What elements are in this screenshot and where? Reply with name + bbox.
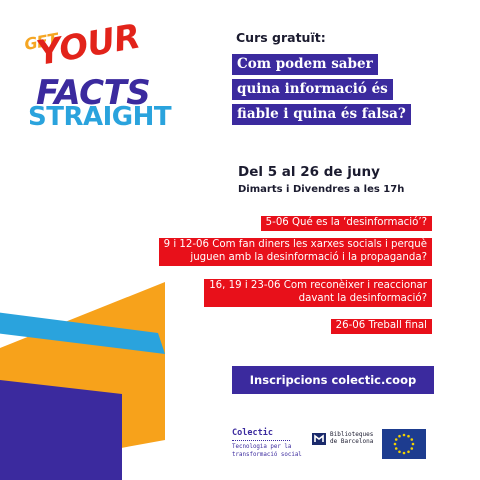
biblioteques-line-1: Biblioteques — [330, 431, 374, 438]
eu-star — [393, 442, 397, 446]
eu-star — [410, 447, 414, 450]
course-dates: Del 5 al 26 de juny — [238, 164, 380, 180]
session-1: 5-06 Qué es la ‘desinformació’? — [260, 216, 432, 231]
decorative-bars — [0, 282, 165, 480]
eu-flag-icon — [382, 429, 426, 459]
session-3-line-2: davant la desinformació? — [298, 292, 427, 304]
eu-star — [402, 433, 406, 437]
eu-star — [394, 438, 398, 441]
session-2: 9 i 12-06 Com fan diners les xarxes soci… — [158, 238, 432, 266]
session-1-line-1: 5-06 Qué es la ‘desinformació’? — [265, 217, 427, 228]
biblioteques-line-2: de Barcelona — [330, 437, 374, 445]
session-2-line-2: juguen amb la desinformació i la propaga… — [190, 251, 427, 263]
eu-star — [394, 447, 398, 450]
eu-star — [407, 434, 410, 438]
logo-facts: FACTS — [36, 73, 151, 113]
logo-your: YOUR — [33, 16, 144, 74]
eu-star — [402, 451, 406, 455]
course-label: Curs gratuït: — [236, 30, 326, 45]
session-4-line-1: 26-06 Treball final — [335, 320, 427, 331]
colectic-logo: Colectic Tecnologia per la transformació… — [232, 428, 310, 459]
session-3-line-1: 16, 19 i 23-06 Com reconèixer i reaccion… — [209, 280, 427, 291]
course-days: Dimarts i Divendres a les 17h — [238, 184, 405, 195]
eu-star — [410, 438, 414, 441]
purple-bar — [0, 380, 122, 480]
eu-star — [398, 434, 401, 438]
logo-straight: STRAIGHT — [28, 102, 172, 132]
session-4: 26-06 Treball final — [330, 319, 432, 334]
colectic-tagline: Tecnologia per la transformació social — [232, 444, 302, 458]
blue-bar — [0, 312, 165, 354]
eu-star — [398, 450, 401, 454]
biblioteques-logo: Biblioteques de Barcelona — [312, 431, 374, 446]
eu-star — [407, 450, 410, 454]
colectic-divider — [232, 440, 290, 441]
eu-star — [411, 442, 415, 446]
course-title-line-3: fiable i quina és falsa? — [232, 104, 411, 125]
biblioteques-icon — [312, 432, 326, 445]
inscriptions-button[interactable]: Inscripcions colectic.coop — [232, 366, 434, 394]
session-2-line-1: 9 i 12-06 Com fan diners les xarxes soci… — [163, 239, 427, 250]
session-3: 16, 19 i 23-06 Com reconèixer i reaccion… — [204, 279, 432, 307]
colectic-name: Colectic — [232, 428, 273, 438]
course-title-line-1: Com podem saber — [232, 54, 378, 75]
course-title-line-2: quina informació és — [232, 79, 393, 100]
